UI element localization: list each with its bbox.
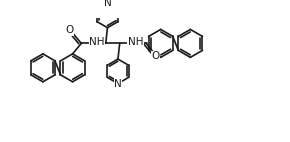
- Text: N: N: [114, 79, 122, 88]
- Text: NH: NH: [128, 37, 143, 47]
- Text: O: O: [151, 52, 160, 61]
- Text: NH: NH: [89, 37, 105, 47]
- Text: O: O: [65, 25, 73, 35]
- Text: N: N: [104, 0, 111, 8]
